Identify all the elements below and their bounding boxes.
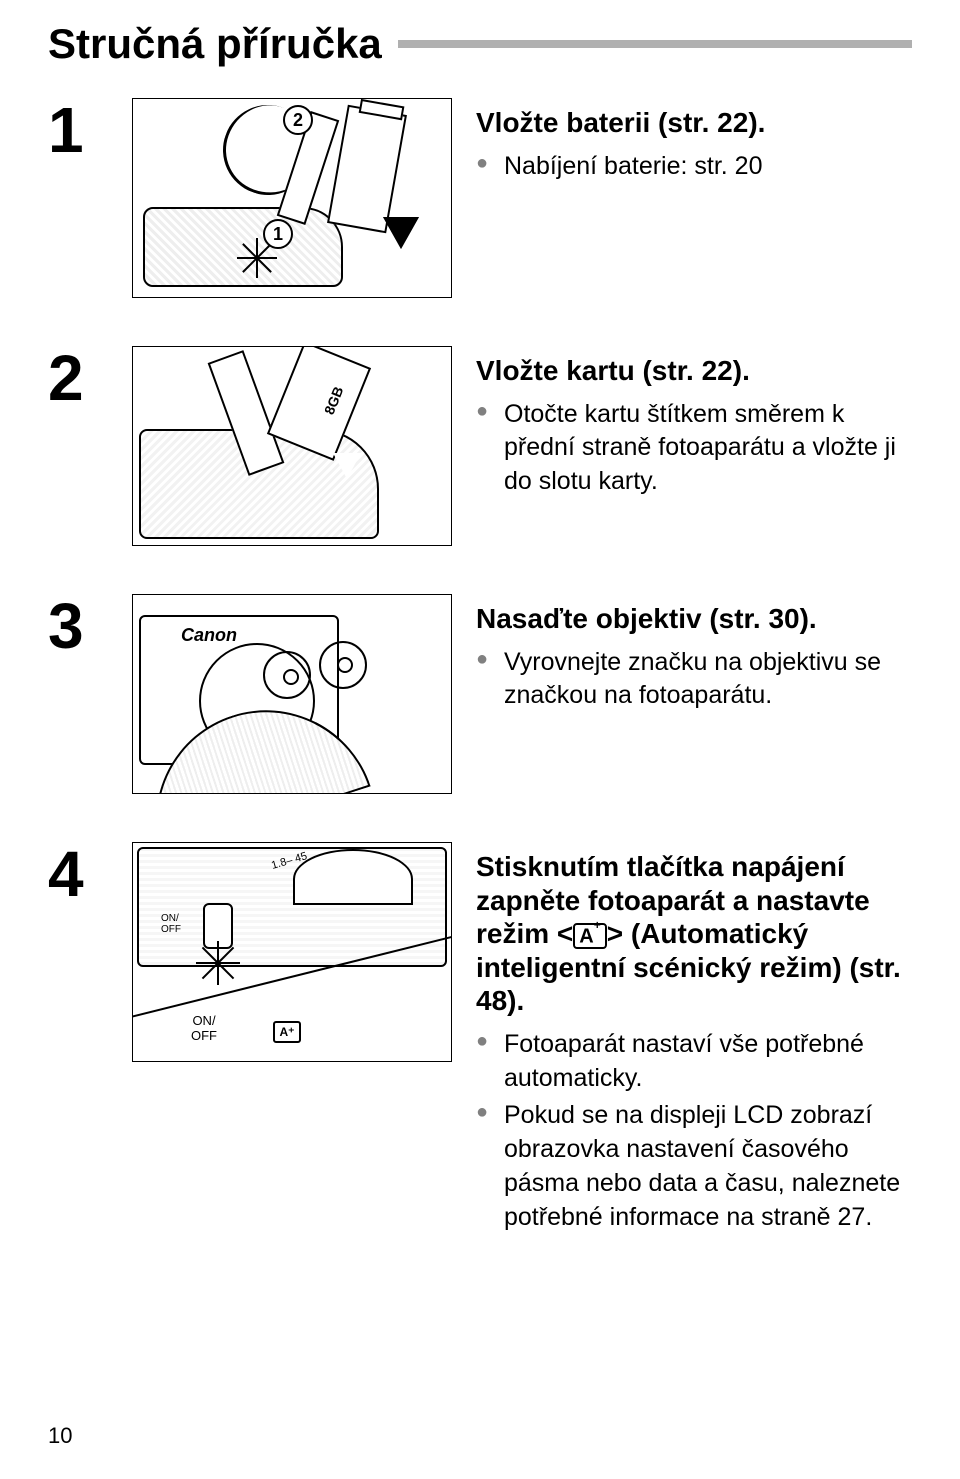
step-1: 1 1 2 Vložte baterii (str. 22). Nabíjení… <box>48 98 912 298</box>
mode-box-icon: A+ <box>573 923 606 949</box>
page-number: 10 <box>48 1423 72 1449</box>
step-illustration: 1 2 <box>132 98 452 298</box>
mode-icon: A⁺ <box>273 1021 301 1043</box>
step-illustration: 8GB <box>132 346 452 546</box>
step-illustration: Canon <box>132 594 452 794</box>
callout-badge-1: 1 <box>263 219 293 249</box>
step-number: 1 <box>48 98 132 162</box>
onoff-label-top: ON/ OFF <box>161 913 181 935</box>
step-number: 3 <box>48 594 132 658</box>
step-heading: Vložte baterii (str. 22). <box>476 106 912 140</box>
step-bullet: Otočte kartu štítkem směrem k přední str… <box>476 398 912 499</box>
onoff-label-bottom: ON/ OFF <box>191 1014 217 1043</box>
callout-badge-2: 2 <box>283 105 313 135</box>
header-rule <box>398 40 912 48</box>
step-bullet: Vyrovnejte značku na objektivu se značko… <box>476 646 912 714</box>
step-heading: Nasaďte objektiv (str. 30). <box>476 602 912 636</box>
step-heading: Stisknutím tlačítka napájení zapněte fot… <box>476 850 912 1018</box>
step-3: 3 Canon Nasaďte objektiv (str. 30). Vyro… <box>48 594 912 794</box>
step-illustration: 1.8– 45 ON/ OFF ON/ OFF A⁺ <box>132 842 452 1062</box>
step-bullet: Fotoaparát nastaví vše potřebné automati… <box>476 1028 912 1096</box>
step-bullet: Nabíjení baterie: str. 20 <box>476 150 912 184</box>
step-heading: Vložte kartu (str. 22). <box>476 354 912 388</box>
step-4: 4 1.8– 45 ON/ OFF ON/ OFF A⁺ Stisknutím … <box>48 842 912 1238</box>
step-number: 4 <box>48 842 132 906</box>
page-title: Stručná příručka <box>48 20 382 68</box>
step-2: 2 8GB Vložte kartu (str. 22). Otočte kar… <box>48 346 912 546</box>
sd-card-label: 8GB <box>321 384 347 417</box>
step-bullet: Pokud se na displeji LCD zobrazí obrazov… <box>476 1099 912 1234</box>
brand-label: Canon <box>181 625 237 646</box>
step-number: 2 <box>48 346 132 410</box>
